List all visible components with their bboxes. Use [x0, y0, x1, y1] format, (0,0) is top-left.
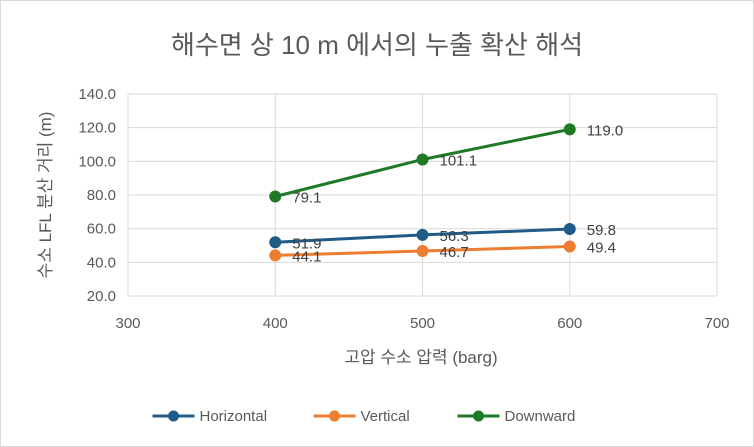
data-label: 44.1 [292, 248, 321, 265]
data-point [416, 153, 429, 166]
data-point [563, 223, 576, 236]
data-point [563, 240, 576, 253]
y-tick-label: 40.0 [87, 254, 116, 271]
legend-label: Horizontal [200, 408, 268, 425]
legend-swatch-marker [329, 410, 340, 422]
data-label: 51.9 [292, 235, 321, 252]
legend-label: Downward [505, 408, 576, 425]
x-tick-label: 600 [557, 315, 582, 332]
data-label: 79.1 [292, 190, 321, 207]
x-tick-label: 400 [263, 315, 288, 332]
data-label: 119.0 [587, 122, 623, 139]
series-vertical: 44.1 46.7 49.4 [269, 240, 616, 265]
y-tick-label: 100.0 [78, 153, 116, 170]
gridlines [127, 93, 718, 297]
y-tick-label: 120.0 [78, 120, 116, 137]
y-tick-label: 60.0 [87, 221, 116, 238]
legend-swatch-marker [168, 410, 179, 422]
data-label: 101.1 [440, 152, 478, 169]
x-tick-label: 700 [704, 315, 729, 332]
data-point [416, 245, 429, 258]
legend-item-downward: Downward [457, 408, 576, 425]
data-point [269, 236, 282, 249]
data-point [416, 228, 429, 241]
x-tick-label: 300 [115, 315, 140, 332]
data-point [563, 123, 576, 136]
series-layer: 51.9 56.3 59.8 44.1 46.7 49.4 79.1 101.1 119.0 [269, 122, 623, 265]
y-axis-title: 수소 LFL 분산 거리 (m) [36, 112, 55, 279]
data-point [269, 249, 282, 262]
series-horizontal: 51.9 56.3 59.8 [269, 222, 616, 252]
legend-item-horizontal: Horizontal [152, 408, 268, 425]
y-tick-label: 20.0 [87, 288, 116, 305]
x-tick-label: 500 [410, 315, 435, 332]
legend: Horizontal Vertical Downward [152, 408, 576, 425]
x-axis-title: 고압 수소 압력 (barg) [344, 348, 497, 367]
y-tick-label: 80.0 [87, 187, 116, 204]
y-tick-label: 140.0 [78, 86, 116, 103]
data-point [269, 190, 282, 203]
chart-title: 해수면 상 10 m 에서의 누출 확산 해석 [171, 30, 583, 60]
legend-swatch-marker [473, 410, 484, 422]
series-downward: 79.1 101.1 119.0 [269, 122, 623, 207]
data-label: 59.8 [587, 222, 616, 239]
data-label: 46.7 [440, 244, 469, 261]
axes: 20.0 40.0 60.0 80.0 100.0 120.0 140.0 300 400 500… [78, 86, 729, 332]
data-label: 49.4 [587, 240, 616, 257]
legend-label: Vertical [361, 408, 410, 425]
data-label: 56.3 [440, 228, 469, 245]
legend-item-vertical: Vertical [313, 408, 410, 425]
